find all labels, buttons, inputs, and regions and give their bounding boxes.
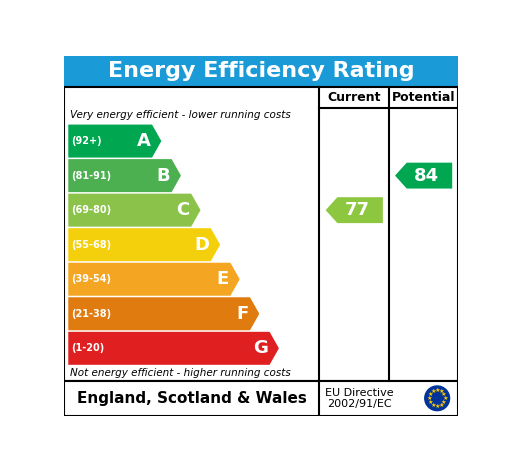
Polygon shape (68, 125, 161, 157)
Text: (81-91): (81-91) (71, 170, 111, 181)
Text: EU Directive
2002/91/EC: EU Directive 2002/91/EC (325, 388, 394, 409)
Text: ★: ★ (441, 392, 447, 397)
Text: (92+): (92+) (71, 136, 102, 146)
Text: ★: ★ (428, 392, 433, 397)
Text: Not energy efficient - higher running costs: Not energy efficient - higher running co… (70, 368, 291, 378)
Text: ★: ★ (431, 389, 436, 394)
Polygon shape (68, 228, 220, 261)
Text: 84: 84 (414, 167, 439, 184)
Text: D: D (194, 236, 209, 254)
Text: ★: ★ (434, 388, 440, 393)
Text: ★: ★ (442, 396, 448, 401)
Text: ★: ★ (427, 396, 432, 401)
Text: B: B (156, 167, 170, 184)
Bar (64, 87, 458, 381)
Polygon shape (395, 163, 452, 189)
Polygon shape (68, 194, 201, 226)
Text: C: C (177, 201, 190, 219)
Text: ★: ★ (441, 400, 447, 404)
Polygon shape (68, 332, 279, 365)
Text: Very energy efficient - lower running costs: Very energy efficient - lower running co… (70, 110, 291, 120)
Bar (64, 56, 458, 87)
Text: (1-20): (1-20) (71, 343, 105, 354)
Text: Energy Efficiency Rating: Energy Efficiency Rating (107, 62, 414, 81)
Circle shape (425, 386, 449, 410)
Text: Potential: Potential (392, 91, 456, 104)
Text: Current: Current (327, 91, 381, 104)
Polygon shape (326, 197, 383, 223)
Text: ★: ★ (434, 403, 440, 409)
Text: ★: ★ (438, 389, 444, 394)
Text: ★: ★ (431, 403, 436, 408)
Text: (21-38): (21-38) (71, 309, 111, 319)
Text: G: G (253, 340, 268, 357)
Polygon shape (68, 159, 181, 192)
Text: England, Scotland & Wales: England, Scotland & Wales (76, 391, 306, 406)
Text: ★: ★ (428, 400, 433, 404)
Text: A: A (136, 132, 151, 150)
Polygon shape (68, 297, 259, 330)
Text: (39-54): (39-54) (71, 274, 111, 284)
Text: E: E (217, 270, 229, 288)
Text: (55-68): (55-68) (71, 240, 111, 250)
Bar (64, 381, 458, 416)
Polygon shape (68, 263, 240, 296)
Text: 77: 77 (345, 201, 370, 219)
Text: ★: ★ (438, 403, 444, 408)
Text: (69-80): (69-80) (71, 205, 111, 215)
Text: F: F (236, 305, 248, 323)
